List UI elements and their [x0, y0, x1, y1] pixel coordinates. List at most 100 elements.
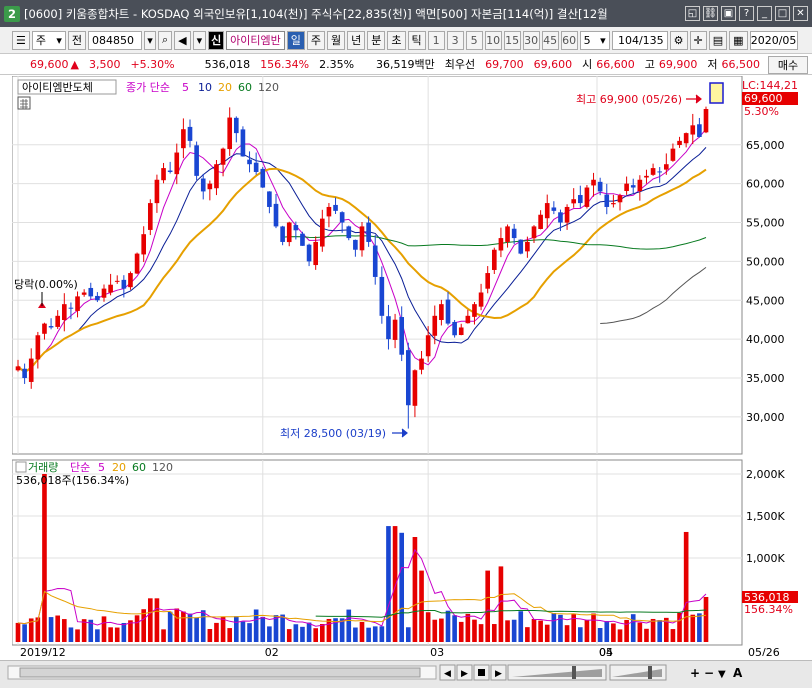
volume-bar	[108, 627, 113, 642]
candle	[313, 236, 319, 270]
menu-icon[interactable]: ☰	[12, 30, 30, 50]
volume-bar	[260, 616, 266, 642]
minimize-icon[interactable]: _	[757, 6, 772, 21]
candle	[690, 113, 696, 145]
candle-body	[399, 317, 405, 355]
candle	[611, 194, 616, 208]
zoom-handle[interactable]	[572, 666, 576, 679]
volume-bar	[584, 619, 590, 642]
candle	[48, 318, 54, 330]
link-icon[interactable]: ⛓	[703, 6, 718, 21]
table-icon[interactable]	[17, 96, 31, 110]
candle-body	[650, 168, 656, 175]
candle-body	[458, 327, 464, 335]
minute-button-15[interactable]: 15	[503, 30, 521, 50]
chevron-down-icon: ▾	[600, 33, 606, 47]
date-input[interactable]: 2020/05	[749, 30, 798, 50]
tab-interval-week[interactable]: 주	[306, 30, 326, 50]
candle-body	[154, 179, 160, 204]
scroll-end-icon[interactable]: ▼	[718, 669, 726, 680]
minute-button-1[interactable]: 1	[427, 30, 445, 50]
candle-body	[273, 203, 279, 227]
volume-bar	[333, 618, 338, 642]
minute-button-5[interactable]: 5	[465, 30, 483, 50]
high-label: 고	[644, 58, 655, 71]
tab-interval-month[interactable]: 월	[327, 30, 346, 50]
minute-button-45[interactable]: 45	[541, 30, 559, 50]
auto-scale-icon[interactable]: A	[733, 666, 743, 680]
high-value: 69,900	[658, 57, 698, 71]
maximize-icon[interactable]: □	[775, 6, 790, 21]
candle-body	[604, 194, 610, 207]
play-button[interactable]	[490, 664, 507, 681]
trade-amount: 36,519백만	[376, 58, 435, 71]
price-tick-label: 55,000	[746, 217, 785, 230]
candle-body	[22, 368, 27, 379]
candle	[167, 161, 173, 174]
tab-interval-tick[interactable]: 틱	[407, 30, 426, 50]
candle	[650, 163, 656, 176]
tab-interval-year[interactable]: 년	[347, 30, 366, 50]
scroll-right-button[interactable]	[456, 664, 473, 681]
tab-interval-day[interactable]: 일	[286, 30, 305, 50]
bottom-navigation-bar: ◀ ▶ ▶ + − ▼ A	[0, 660, 812, 688]
tile-icon[interactable]: ▣	[721, 6, 736, 21]
candle	[174, 143, 180, 185]
candle	[22, 363, 27, 384]
buy-button[interactable]: 매수	[768, 56, 808, 74]
volume-ma20-line	[17, 590, 707, 625]
crosshair-icon[interactable]: ✛	[689, 30, 707, 50]
zoom-small-handle[interactable]	[648, 666, 652, 679]
scroll-left-button[interactable]	[439, 664, 456, 681]
volume-panel-checkbox[interactable]	[15, 461, 27, 473]
volume-bar	[267, 626, 272, 642]
volume-panel-title: 거래량	[28, 461, 58, 474]
search-icon[interactable]: ⌕	[158, 30, 173, 50]
volume-last-badge	[742, 591, 798, 603]
tab-interval-second[interactable]: 초	[387, 30, 406, 50]
volume-last-pct: 156.34%	[744, 603, 793, 616]
volume-bar	[141, 609, 147, 642]
gear-icon[interactable]: ⚙	[669, 30, 688, 50]
candle	[531, 225, 537, 243]
play-icon: ▶	[495, 669, 502, 679]
zoom-out-icon[interactable]: −	[704, 666, 714, 680]
minute-button-30[interactable]: 30	[522, 30, 540, 50]
candle	[128, 271, 133, 290]
candle-body	[88, 287, 94, 297]
low-annotation: 최저 28,500 (03/19)	[280, 427, 386, 440]
close-icon[interactable]: ✕	[793, 6, 808, 21]
volume-bar	[683, 531, 689, 642]
restore-icon[interactable]: ◱	[685, 6, 700, 21]
speaker-icon[interactable]: ◀	[174, 30, 191, 50]
volume-bar	[42, 474, 47, 642]
volume-bar	[101, 616, 107, 642]
minute-button-3[interactable]: 3	[446, 30, 464, 50]
settings-dropdown-icon[interactable]: ▾	[192, 30, 207, 50]
tab-interval-minute[interactable]: 분	[367, 30, 386, 50]
stock-chart[interactable]: 65,000 60,000 55,000 50,000 45,000 40,000 35,0…	[12, 76, 812, 656]
minute-button-60[interactable]: 60	[560, 30, 578, 50]
candle-body	[333, 204, 338, 211]
price-change-pct: +5.30%	[130, 57, 175, 71]
candle	[366, 216, 371, 247]
calendar-icon[interactable]: ▦	[729, 30, 748, 50]
price-tick-label: 35,000	[746, 372, 785, 385]
code-dropdown-icon[interactable]: ▾	[144, 30, 156, 50]
count-select[interactable]: 5 ▾	[579, 30, 610, 50]
candle	[75, 291, 80, 318]
help-icon[interactable]: ?	[739, 6, 754, 21]
zoom-in-icon[interactable]: +	[690, 666, 700, 680]
candle-body	[300, 233, 305, 246]
candle	[452, 319, 457, 338]
prev-button[interactable]: 전	[67, 30, 86, 50]
period-type-select[interactable]: 주 ▾	[31, 30, 66, 50]
candle	[697, 117, 702, 138]
volume-ma-60: 60	[132, 461, 146, 474]
candle	[577, 185, 583, 208]
save-icon[interactable]: ▤	[708, 30, 728, 50]
minute-button-10[interactable]: 10	[484, 30, 502, 50]
candle-body	[624, 183, 629, 191]
scroll-thumb[interactable]	[19, 667, 421, 678]
stock-code-input[interactable]: 084850	[88, 30, 142, 50]
